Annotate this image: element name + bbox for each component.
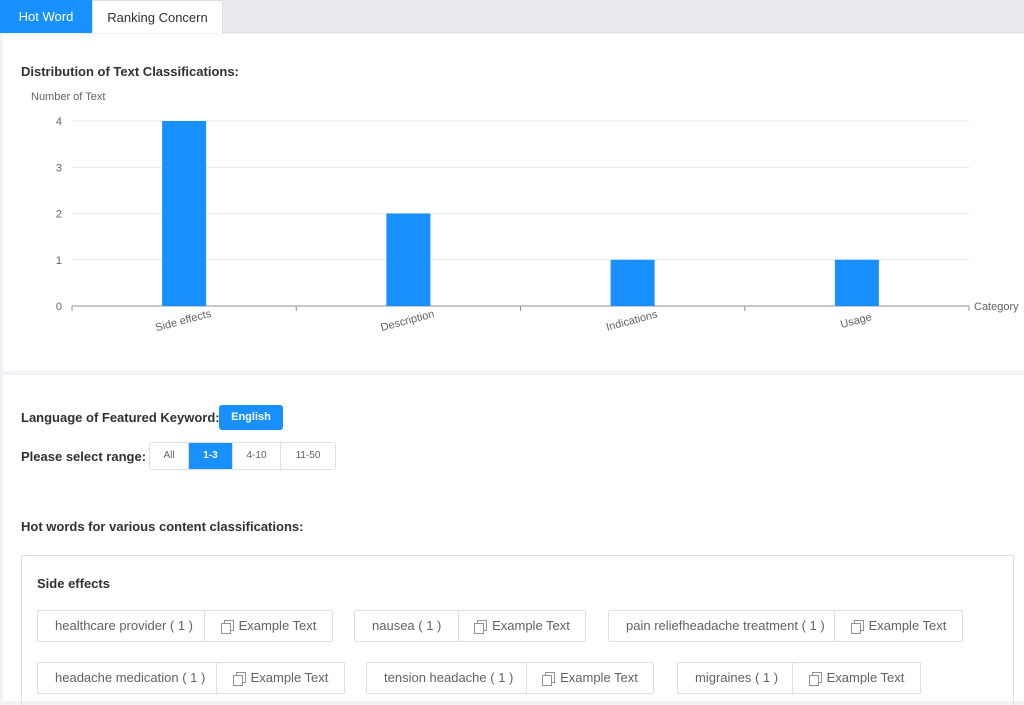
hot-word-group-side-effects: Side effects healthcare provider ( 1 ) E…	[21, 555, 1014, 705]
hot-word-label[interactable]: migraines ( 1 )	[678, 663, 793, 693]
example-text-button[interactable]: Example Text	[527, 663, 653, 693]
example-text-label: Example Text	[868, 618, 947, 633]
chart-panel: Distribution of Text Classifications: 0 1…	[3, 34, 1024, 371]
tab-bar: Hot Word Ranking Concern	[0, 0, 1024, 33]
y-tick-label: 0	[56, 301, 62, 313]
hot-word-chip: headache medication ( 1 ) Example Text	[37, 662, 345, 694]
copy-icon	[808, 672, 822, 686]
example-text-label: Example Text	[826, 670, 905, 685]
x-tick-label: Indications	[605, 308, 659, 333]
copy-icon	[542, 672, 556, 686]
hot-word-panel: Language of Featured Keyword: English Pl…	[3, 375, 1024, 705]
example-text-button[interactable]: Example Text	[835, 611, 962, 641]
bar	[610, 259, 655, 306]
hot-word-chip: pain reliefheadache treatment ( 1 ) Exam…	[608, 610, 963, 642]
x-tick-label: Side effects	[154, 308, 213, 335]
hot-words-heading: Hot words for various content classifica…	[21, 519, 304, 534]
range-option-11-50[interactable]: 11-50	[281, 443, 335, 469]
hot-word-group-title: Side effects	[37, 576, 110, 591]
hot-word-label[interactable]: nausea ( 1 )	[355, 611, 459, 641]
hot-word-chip: nausea ( 1 ) Example Text	[354, 610, 586, 642]
example-text-button[interactable]: Example Text	[793, 663, 920, 693]
tab-ranking-concern[interactable]: Ranking Concern	[92, 0, 223, 33]
chart-section-title: Distribution of Text Classifications:	[21, 64, 239, 79]
hot-word-label[interactable]: headache medication ( 1 )	[38, 663, 217, 693]
hot-word-label[interactable]: healthcare provider ( 1 )	[38, 611, 205, 641]
hot-word-label[interactable]: tension headache ( 1 )	[367, 663, 527, 693]
range-label: Please select range:	[21, 449, 147, 464]
example-text-label: Example Text	[238, 618, 317, 633]
example-text-label: Example Text	[560, 670, 638, 685]
copy-icon	[850, 620, 864, 634]
copy-icon	[220, 620, 234, 634]
x-tick-label: Usage	[839, 311, 873, 331]
y-axis-label: Number of Text	[31, 91, 105, 103]
bar-chart: 0 1 2 3 4 Number of Text Category Side effects D…	[31, 91, 1019, 335]
range-option-4-10[interactable]: 4-10	[233, 443, 281, 469]
y-tick-label: 4	[56, 116, 62, 128]
bar	[386, 213, 431, 306]
example-text-button[interactable]: Example Text	[217, 663, 344, 693]
y-tick-label: 1	[56, 255, 62, 267]
range-option-all[interactable]: All	[150, 443, 189, 469]
range-option-1-3[interactable]: 1-3	[189, 443, 233, 469]
copy-icon	[474, 620, 488, 634]
hot-word-label[interactable]: pain reliefheadache treatment ( 1 )	[609, 611, 835, 641]
bar	[162, 121, 207, 306]
language-english-button[interactable]: English	[219, 405, 283, 430]
example-text-label: Example Text	[250, 670, 329, 685]
bar	[834, 259, 879, 306]
tab-hot-word[interactable]: Hot Word	[0, 0, 92, 33]
hot-word-chip: healthcare provider ( 1 ) Example Text	[37, 610, 333, 642]
hot-word-chip: migraines ( 1 ) Example Text	[677, 662, 921, 694]
x-tick-label: Description	[379, 308, 435, 334]
hot-word-chip: tension headache ( 1 ) Example Text	[366, 662, 654, 694]
example-text-button[interactable]: Example Text	[459, 611, 585, 641]
y-tick-label: 3	[56, 162, 62, 174]
language-label: Language of Featured Keyword:	[21, 410, 220, 425]
copy-icon	[232, 672, 246, 686]
x-axis-label: Category	[974, 301, 1019, 313]
y-tick-label: 2	[56, 209, 62, 221]
range-selector: All 1-3 4-10 11-50	[149, 442, 336, 470]
example-text-button[interactable]: Example Text	[205, 611, 332, 641]
example-text-label: Example Text	[492, 618, 570, 633]
